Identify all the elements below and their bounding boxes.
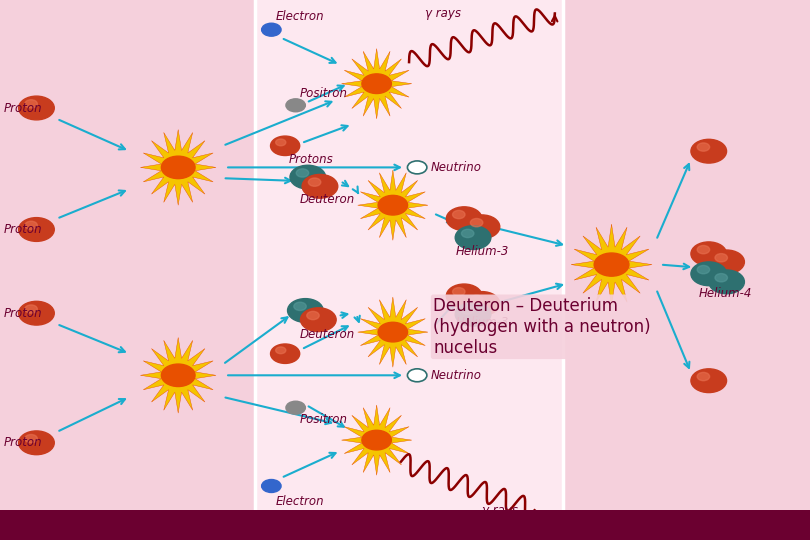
Polygon shape (358, 170, 428, 240)
Circle shape (697, 246, 710, 254)
Text: Neutrino: Neutrino (431, 161, 482, 174)
Text: Deuteron: Deuteron (300, 193, 355, 206)
Circle shape (595, 253, 629, 276)
Circle shape (271, 136, 300, 156)
Circle shape (19, 301, 54, 325)
Text: Positron: Positron (300, 413, 347, 426)
Circle shape (697, 266, 710, 274)
Circle shape (275, 347, 286, 354)
Circle shape (462, 230, 474, 238)
Circle shape (709, 250, 744, 274)
Circle shape (25, 100, 37, 108)
Polygon shape (140, 130, 216, 205)
Circle shape (362, 74, 391, 93)
Bar (0, 510, 810, 540)
Text: Proton: Proton (4, 102, 43, 114)
Circle shape (301, 308, 336, 332)
Circle shape (407, 161, 427, 174)
Polygon shape (140, 338, 216, 413)
Circle shape (709, 270, 744, 294)
Circle shape (715, 254, 727, 262)
Circle shape (275, 139, 286, 146)
Circle shape (25, 221, 37, 229)
Text: Proton: Proton (4, 307, 43, 320)
Circle shape (691, 242, 727, 266)
Circle shape (286, 99, 305, 112)
Polygon shape (571, 224, 652, 305)
Circle shape (453, 211, 465, 219)
Circle shape (691, 139, 727, 163)
Text: (II): (II) (259, 518, 275, 528)
Circle shape (691, 369, 727, 393)
Circle shape (19, 218, 54, 241)
Text: Proton: Proton (4, 223, 43, 236)
Circle shape (19, 96, 54, 120)
Text: Helium-3: Helium-3 (456, 245, 509, 258)
Circle shape (471, 295, 483, 303)
Circle shape (288, 299, 323, 322)
Circle shape (294, 302, 306, 310)
Text: Electron: Electron (275, 495, 324, 508)
Text: Proton: Proton (4, 436, 43, 449)
Text: Electron: Electron (275, 10, 324, 23)
Circle shape (378, 322, 407, 342)
Circle shape (462, 306, 474, 314)
Bar (563, 0, 810, 513)
Bar (0, 0, 255, 513)
Circle shape (471, 219, 483, 227)
Circle shape (453, 288, 465, 296)
Circle shape (446, 207, 482, 231)
Circle shape (307, 312, 319, 320)
Text: Protons: Protons (289, 153, 334, 166)
Circle shape (296, 169, 309, 177)
Text: Helium-3: Helium-3 (456, 316, 509, 329)
Circle shape (407, 369, 427, 382)
Text: (I): (I) (16, 518, 28, 528)
Text: Deuteron: Deuteron (300, 328, 355, 341)
Text: Helium-4: Helium-4 (698, 287, 752, 300)
Text: γ rays: γ rays (425, 7, 461, 20)
Circle shape (691, 262, 727, 286)
Circle shape (302, 174, 338, 198)
Text: γ rays: γ rays (482, 504, 518, 517)
Text: Neutrino: Neutrino (431, 369, 482, 382)
Bar (255, 0, 563, 513)
Polygon shape (342, 49, 411, 119)
Circle shape (25, 305, 37, 313)
Circle shape (697, 143, 710, 151)
Circle shape (290, 165, 326, 189)
Circle shape (378, 195, 407, 215)
Circle shape (262, 480, 281, 492)
Polygon shape (342, 405, 411, 475)
Circle shape (464, 292, 500, 315)
Circle shape (455, 226, 491, 249)
Text: (III): (III) (567, 518, 586, 528)
Circle shape (271, 344, 300, 363)
Circle shape (309, 178, 321, 186)
Circle shape (262, 23, 281, 36)
Circle shape (19, 431, 54, 455)
Circle shape (25, 435, 37, 443)
Circle shape (464, 215, 500, 239)
Circle shape (455, 302, 491, 326)
Circle shape (161, 156, 195, 179)
Circle shape (362, 430, 391, 450)
Circle shape (715, 274, 727, 282)
Circle shape (446, 284, 482, 308)
Text: Deuteron – Deuterium
(hydrogen with a neutron)
nucelus: Deuteron – Deuterium (hydrogen with a ne… (433, 297, 651, 356)
Polygon shape (358, 297, 428, 367)
Circle shape (161, 364, 195, 387)
Text: Positron: Positron (300, 87, 347, 100)
Circle shape (697, 373, 710, 381)
Circle shape (286, 401, 305, 414)
